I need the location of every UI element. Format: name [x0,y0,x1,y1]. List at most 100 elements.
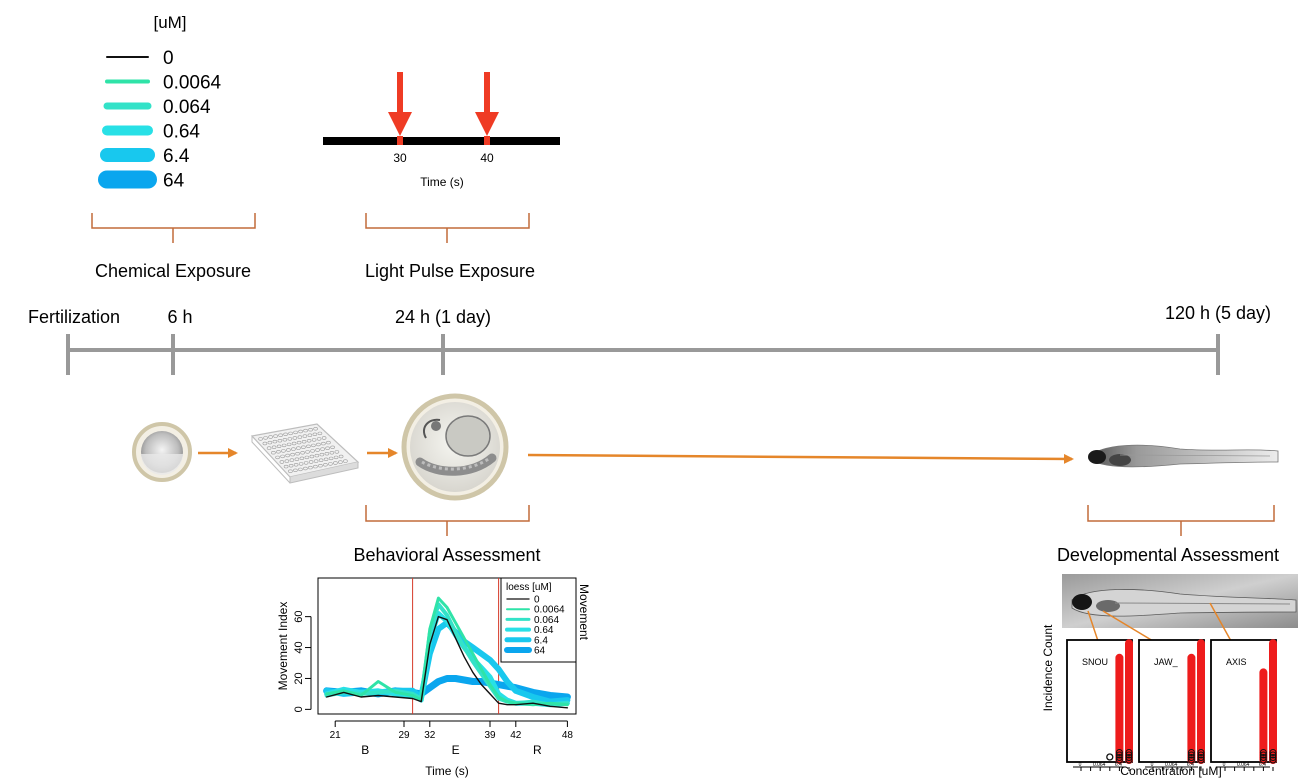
incidence-point [1125,754,1133,761]
plate-well [312,432,318,436]
plate-well [316,437,322,441]
plate-well [271,451,276,455]
plate-well [309,454,315,459]
behavioral-assessment-label: Behavioral Assessment [353,545,540,565]
incidence-point [1269,754,1277,761]
plate-well [288,469,293,473]
legend-label: 0.064 [163,97,211,118]
timeline-label-6h: 6 h [167,307,192,327]
legend-label: 0.0064 [534,605,565,616]
legend-label: 0.64 [534,625,554,636]
incidence-point [1259,754,1267,761]
incidence-point [1197,751,1205,759]
plate-well [323,457,329,461]
braces [91,213,1275,536]
x-tick-label: 32 [424,730,436,741]
x-tick-label: 39 [484,730,496,741]
plate-well [281,443,287,448]
plate-well [296,446,301,450]
plate-well [280,454,285,459]
plate-well [321,436,327,440]
plate-well [302,434,308,438]
incidence-panel-JAW_: JAW_ 0 0.064 6.4 [1138,639,1205,771]
plate-well [282,438,288,442]
plate-well [285,453,290,458]
plate-well [266,446,272,450]
plate-well [313,459,319,463]
plate-well [277,439,283,443]
plate-well [292,436,298,440]
incidence-point [1269,756,1277,764]
incidence-point [1187,749,1195,756]
panel-label: SNOU [1082,657,1108,667]
embryo-icon [401,393,509,501]
panel-label: AXIS [1226,657,1247,667]
plate-well [262,441,268,446]
incidence-point [1125,751,1133,759]
incidence-point [1269,751,1277,759]
plate-well [307,433,313,437]
plate-well [290,452,295,457]
pulse-tick-label: 30 [393,151,407,165]
y-tick-label: 20 [293,672,305,684]
behavior-line-chart: 0 20 40 60 21 29 32 39 42 48 B E R Movement Index T… [276,577,591,778]
plate-well [288,431,293,436]
well-plate-icon [250,423,360,484]
x-tick-label: 48 [562,730,574,741]
plate-well [278,433,283,437]
phase-label: R [533,743,542,757]
plate-well [286,442,292,447]
legend-title: [uM] [153,13,186,32]
chart-right-label: Movement [577,584,591,641]
plate-well [276,450,281,454]
incidence-point [1259,749,1267,756]
plate-well [279,460,285,464]
brace-chemical [91,213,256,243]
concentration-legend: [uM] 0 0.0064 0.064 0.64 6.4 64 [98,13,222,192]
panel-label: JAW_ [1154,657,1179,667]
plate-well [283,464,289,469]
plate-well [283,432,288,436]
plate-well [314,453,320,458]
pulse-arrow-30 [388,72,412,145]
plate-well [297,435,303,439]
plate-well [321,441,326,446]
plate-well [313,427,318,431]
plate-well [324,452,330,456]
plate-well [288,464,294,468]
larva-closeup-icon [1062,574,1298,628]
incidence-point [1259,756,1267,764]
phase-label: B [361,743,369,757]
incidence-point [1115,749,1123,756]
incidence-point [1187,751,1195,759]
incidence-point [1106,753,1114,761]
plate-well [287,437,293,441]
plate-well [306,439,312,443]
chemical-exposure-label: Chemical Exposure [95,261,251,281]
plate-well [338,460,343,464]
plate-well [328,456,334,461]
incidence-point [1197,754,1205,761]
plate-well [308,428,313,432]
incidence-point [1187,754,1195,761]
plate-well [289,458,295,462]
plate-well [334,450,340,454]
legend-label: 64 [534,646,546,657]
plate-well [311,443,316,448]
flow-arrow-long [527,453,1074,464]
plate-well [308,460,314,464]
legend-label: 0.0064 [163,73,222,94]
incidence-point [1197,756,1205,764]
plate-well [301,445,306,449]
plate-well [298,467,303,472]
incidence-point [1269,749,1277,756]
pulse-tick-label: 40 [480,151,494,165]
timeline: Fertilization 6 h 24 h (1 day) 120 h (5 … [28,303,1271,375]
incidence-point [1259,751,1267,759]
brace-developmental [1087,505,1275,536]
chart-x-axis-label: Time (s) [425,764,469,778]
plate-well [291,447,296,451]
plate-well [325,446,330,450]
